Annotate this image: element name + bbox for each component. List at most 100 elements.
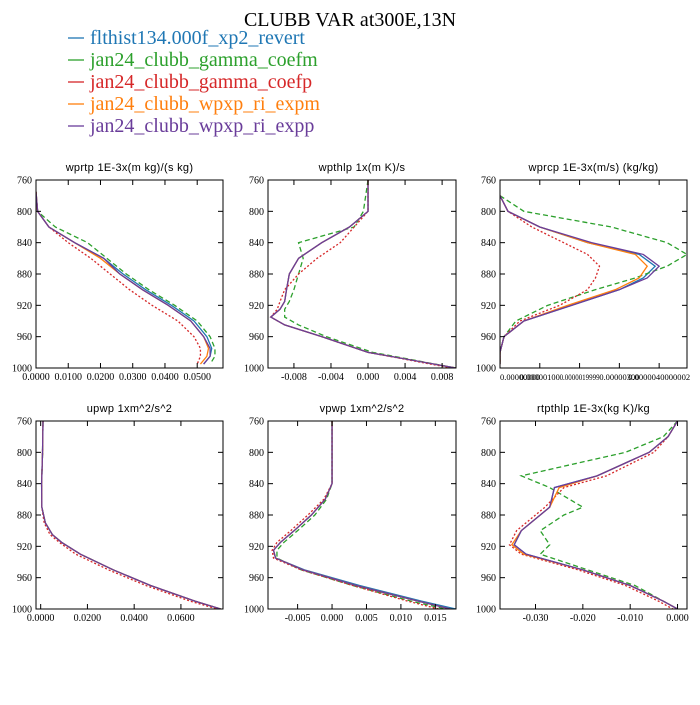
panel-6-ytick-label-1: 760 bbox=[481, 417, 496, 428]
panel-4-xtick-label-2: 0.0200 bbox=[74, 613, 102, 624]
panel-4-title: upwp 1xm^2/s^2 bbox=[87, 403, 172, 415]
panel-5-series bbox=[271, 421, 456, 609]
panel-1-series-4 bbox=[36, 191, 210, 365]
panel-1-ytick-label-5: 920 bbox=[17, 301, 32, 312]
panel-6-ytick-label-4: 880 bbox=[481, 511, 496, 522]
panel-1-xtick-label-4: 0.0300 bbox=[119, 372, 147, 383]
panel-3-xtick-label-2: 0.00000100 bbox=[520, 373, 560, 382]
panel-1-xtick-label-3: 0.0200 bbox=[87, 372, 115, 383]
panel-3-xtick-label-1: 0.00000000 bbox=[500, 373, 540, 382]
panel-3: wprcp 1E-3x(m/s) (kg/kg) 760 800 840 880 920 9… bbox=[476, 162, 690, 382]
panel-1-series-3 bbox=[36, 191, 202, 365]
panel-2-ytick-label-2: 800 bbox=[249, 207, 264, 218]
panel-6: rtpthlp 1E-3x(kg K)/kg 760 800 840 880 920 960… bbox=[476, 403, 689, 624]
panels: wprtp 1E-3x(m kg)/(s kg) 760 800 840 880 920 9… bbox=[12, 162, 690, 624]
panel-5-frame bbox=[267, 420, 457, 610]
panel-2-xtick-label-3: 0.000 bbox=[357, 372, 380, 383]
panel-3-ytick-label-3: 840 bbox=[481, 238, 496, 249]
panel-4-xtick-label-4: 0.0600 bbox=[167, 613, 195, 624]
panel-6-series-5 bbox=[513, 421, 679, 609]
panel-1-xtick-label-6: 0.0500 bbox=[183, 372, 211, 383]
panel-2-frame bbox=[267, 179, 457, 369]
panel-5-xtick-label-1: -0.005 bbox=[285, 613, 311, 624]
legend-label-4: jan24_clubb_wpxp_ri_expm bbox=[89, 93, 320, 115]
panel-5-xtick-label-5: 0.015 bbox=[424, 613, 447, 624]
panel-1-title: wprtp 1E-3x(m kg)/(s kg) bbox=[65, 162, 194, 174]
panel-4-series-1 bbox=[40, 421, 221, 609]
panel-3-ytick-label-5: 920 bbox=[481, 301, 496, 312]
panel-5-series-2 bbox=[276, 421, 446, 609]
panel-6-ytick-label-3: 840 bbox=[481, 479, 496, 490]
panel-2-xtick-label-1: -0.008 bbox=[281, 372, 307, 383]
panel-4-ytick-label-6: 960 bbox=[17, 573, 32, 584]
legend-label-3: jan24_clubb_gamma_coefp bbox=[89, 71, 312, 93]
panel-4-ytick-label-5: 920 bbox=[17, 542, 32, 553]
panel-6-ytick-label-7: 1000 bbox=[476, 605, 496, 616]
panel-2-xtick-label-2: -0.004 bbox=[318, 372, 344, 383]
legend-label-5: jan24_clubb_wpxp_ri_expp bbox=[89, 115, 314, 137]
panel-1-ytick-label-2: 800 bbox=[17, 207, 32, 218]
panel-3-ytick-label-4: 880 bbox=[481, 270, 496, 281]
panel-6-series-3 bbox=[508, 421, 679, 609]
panel-4-xtick-label-1: 0.0000 bbox=[27, 613, 55, 624]
panel-5-ytick-label-7: 1000 bbox=[244, 605, 264, 616]
legend: flthist134.000f_xp2_revertjan24_clubb_ga… bbox=[68, 27, 320, 137]
panel-2-ytick-label-1: 760 bbox=[249, 176, 264, 187]
panel-2-title: wpthlp 1x(m K)/s bbox=[318, 162, 406, 174]
panel-5-ytick-label-6: 960 bbox=[249, 573, 264, 584]
panel-1-ytick-label-1: 760 bbox=[17, 176, 32, 187]
panel-4-xtick-label-3: 0.0400 bbox=[120, 613, 148, 624]
panel-5-ytick-label-2: 800 bbox=[249, 448, 264, 459]
panel-1-xtick-label-2: 0.0100 bbox=[54, 372, 82, 383]
panel-6-series bbox=[508, 421, 679, 609]
panel-2-series-5 bbox=[269, 180, 456, 368]
panel-1-xtick-label-1: 0.0000 bbox=[22, 372, 50, 383]
panel-6-xtick-label-3: -0.010 bbox=[617, 613, 643, 624]
panel-4-frame bbox=[35, 420, 224, 610]
panel-1-xtick-label-5: 0.0400 bbox=[151, 372, 179, 383]
panel-2: wpthlp 1x(m K)/s 760 800 840 880 920 960 1000 -0… bbox=[244, 162, 457, 383]
panel-4-series-3 bbox=[40, 421, 218, 609]
panel-2-ytick-label-3: 840 bbox=[249, 238, 264, 249]
panel-4-series-5 bbox=[40, 421, 221, 609]
panel-1-series-5 bbox=[36, 191, 211, 365]
panel-5-series-4 bbox=[272, 421, 451, 609]
panel-5-xtick-label-2: 0.000 bbox=[321, 613, 344, 624]
panel-1-ytick-label-3: 840 bbox=[17, 238, 32, 249]
panel-1-series-2 bbox=[36, 191, 216, 365]
panel-3-xtick-label-4: 0.00000300 bbox=[599, 373, 639, 382]
legend-label-2: jan24_clubb_gamma_coefm bbox=[89, 49, 318, 71]
panel-2-ytick-label-7: 1000 bbox=[244, 364, 264, 375]
panel-2-ytick-label-5: 920 bbox=[249, 301, 264, 312]
panel-6-ytick-label-5: 920 bbox=[481, 542, 496, 553]
panel-2-series-3 bbox=[269, 180, 452, 368]
panel-4-ytick-label-2: 800 bbox=[17, 448, 32, 459]
panel-4-ytick-label-4: 880 bbox=[17, 511, 32, 522]
panel-3-title: wprcp 1E-3x(m/s) (kg/kg) bbox=[527, 162, 658, 174]
panel-2-ytick-label-6: 960 bbox=[249, 332, 264, 343]
panel-5-series-1 bbox=[272, 421, 456, 609]
legend-label-1: flthist134.000f_xp2_revert bbox=[90, 27, 305, 49]
panel-1: wprtp 1E-3x(m kg)/(s kg) 760 800 840 880 920 9… bbox=[12, 162, 224, 383]
panel-5-ytick-label-5: 920 bbox=[249, 542, 264, 553]
panel-5-ytick-label-1: 760 bbox=[249, 417, 264, 428]
panel-2-xtick-label-5: 0.008 bbox=[431, 372, 454, 383]
panel-1-ytick-label-4: 880 bbox=[17, 270, 32, 281]
panel-6-xtick-label-2: -0.020 bbox=[570, 613, 596, 624]
panel-6-series-2 bbox=[519, 421, 679, 609]
panel-4-ytick-label-3: 840 bbox=[17, 479, 32, 490]
panel-5-ytick-label-3: 840 bbox=[249, 479, 264, 490]
panel-6-title: rtpthlp 1E-3x(kg K)/kg bbox=[537, 403, 650, 415]
panel-5-title: vpwp 1xm^2/s^2 bbox=[320, 403, 405, 415]
panel-2-xtick-label-4: 0.004 bbox=[394, 372, 417, 383]
panel-3-ytick-label-1: 760 bbox=[481, 176, 496, 187]
panel-5-ytick-label-4: 880 bbox=[249, 511, 264, 522]
panel-3-xtick-label-5: 0.0000040000002 bbox=[628, 373, 690, 382]
panel-4-series-4 bbox=[40, 421, 221, 609]
panel-1-frame bbox=[35, 179, 224, 369]
panel-3-xtick-label-3: 0.0000019999 bbox=[560, 373, 600, 382]
panel-5-series-3 bbox=[271, 421, 439, 609]
panel-2-series bbox=[269, 180, 456, 368]
panel-3-frame bbox=[499, 179, 688, 369]
